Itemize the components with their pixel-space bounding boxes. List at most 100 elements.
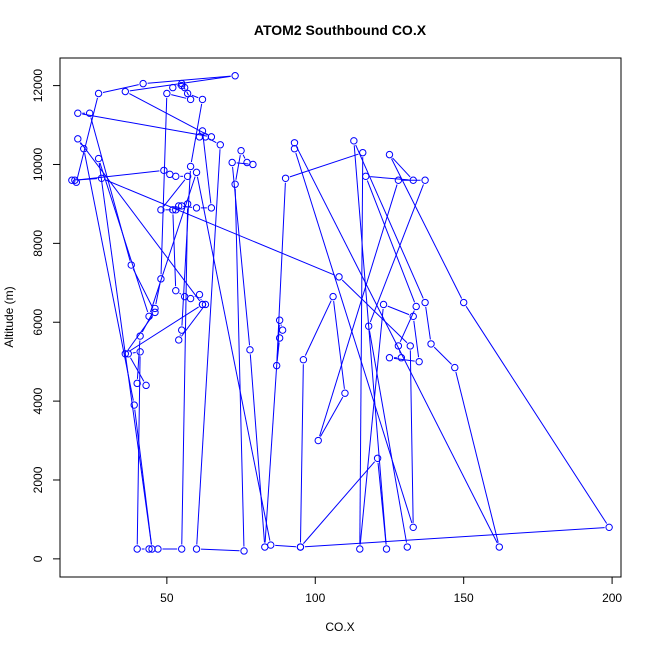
- data-point: [136, 332, 144, 340]
- data-point: [127, 261, 135, 269]
- data-point: [216, 141, 224, 149]
- series-segment: [319, 184, 398, 437]
- x-tick-label: 200: [602, 591, 622, 605]
- data-point: [394, 176, 403, 184]
- series-segment: [304, 527, 605, 548]
- data-point: [180, 83, 189, 92]
- data-point: [409, 523, 417, 532]
- data-point: [394, 342, 403, 350]
- series-segment: [353, 145, 387, 545]
- series-segment: [129, 93, 208, 136]
- data-point: [177, 545, 186, 553]
- series-segment: [276, 182, 286, 362]
- data-point: [341, 389, 349, 397]
- data-point: [421, 176, 429, 184]
- data-point: [186, 95, 195, 104]
- data-point: [281, 174, 290, 182]
- data-point: [385, 354, 394, 362]
- data-point: [133, 545, 141, 553]
- x-axis: 50 100 150 200: [160, 576, 622, 605]
- y-tick-label: 6000: [31, 309, 45, 336]
- data-point: [74, 109, 82, 117]
- data-point: [421, 298, 429, 307]
- series-segment: [102, 84, 139, 94]
- data-point: [172, 286, 180, 295]
- series-segment: [399, 310, 415, 342]
- data-point: [237, 146, 245, 155]
- y-tick-label: 10000: [31, 147, 45, 181]
- data-point: [163, 89, 171, 98]
- series-segment: [79, 142, 82, 146]
- series-segment: [303, 461, 376, 544]
- data-point: [350, 137, 358, 145]
- data-point: [192, 168, 201, 177]
- data-point: [154, 545, 162, 553]
- data-point: [409, 312, 417, 321]
- series-segment: [171, 94, 187, 99]
- data-point: [335, 273, 343, 281]
- series-segment: [433, 346, 452, 365]
- data-point: [409, 176, 417, 184]
- data-point: [275, 334, 284, 342]
- series-segment: [202, 135, 212, 204]
- data-point: [192, 545, 201, 553]
- series-segment: [304, 300, 332, 356]
- plot-frame: [59, 57, 622, 578]
- data-point: [85, 109, 94, 117]
- data-point: [177, 202, 186, 210]
- data-point: [136, 348, 144, 356]
- data-point: [133, 379, 141, 388]
- series-segment: [391, 158, 463, 299]
- data-point: [169, 206, 177, 214]
- data-point: [459, 298, 468, 307]
- data-point: [186, 162, 195, 171]
- series-segment: [275, 544, 296, 548]
- data-point: [356, 545, 364, 553]
- data-point: [183, 200, 192, 208]
- data-point: [275, 316, 284, 324]
- data-point: [267, 541, 275, 549]
- data-point: [201, 133, 210, 141]
- data-point: [296, 543, 305, 551]
- data-point: [412, 302, 420, 311]
- data-point: [74, 135, 82, 143]
- data-point: [177, 326, 186, 334]
- series-segment: [232, 166, 251, 346]
- data-point: [142, 381, 150, 390]
- data-point: [121, 87, 130, 96]
- data-point: [183, 172, 192, 181]
- data-point: [72, 178, 81, 186]
- series-segment: [355, 144, 424, 299]
- chart-title: ATOM2 Southbound CO.X: [254, 22, 427, 38]
- series-segment: [359, 157, 364, 545]
- series-segment: [289, 153, 359, 178]
- data-point: [427, 340, 435, 348]
- series-segment: [413, 320, 420, 358]
- series-segment: [105, 179, 336, 276]
- data-point: [359, 148, 367, 157]
- series-segment: [129, 75, 231, 92]
- series-segment: [196, 149, 221, 545]
- data-point: [201, 300, 210, 309]
- series-segment: [76, 97, 98, 178]
- data-point: [278, 326, 287, 334]
- series-segment: [179, 292, 182, 295]
- data-point: [231, 180, 239, 188]
- data-point: [195, 290, 204, 299]
- data-point: [382, 545, 391, 553]
- y-tick-label: 0: [31, 555, 45, 562]
- data-point: [192, 204, 201, 212]
- data-point: [261, 543, 269, 551]
- y-tick-label: 2000: [31, 466, 45, 493]
- data-point: [121, 350, 130, 358]
- data-point: [130, 401, 138, 409]
- series-segment: [196, 176, 271, 541]
- y-tick-label: 8000: [31, 230, 45, 257]
- series-segment: [84, 153, 134, 401]
- series-segment: [149, 176, 196, 313]
- x-tick-label: 50: [160, 591, 174, 605]
- data-point: [145, 545, 153, 553]
- series-line: [76, 75, 608, 552]
- data-point: [228, 158, 236, 167]
